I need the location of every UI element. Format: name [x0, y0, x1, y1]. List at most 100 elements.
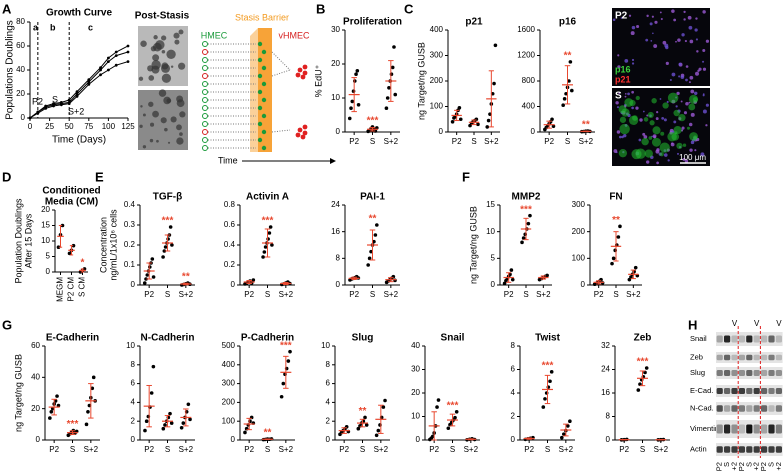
nucleus [700, 152, 705, 157]
vhmec-cell [300, 74, 306, 80]
nucleus [655, 117, 659, 121]
y-tick-label: 6 [326, 379, 331, 388]
data-point [436, 398, 441, 402]
blot-column-label: S [722, 462, 731, 467]
nucleus [662, 40, 667, 45]
data-point [374, 433, 379, 438]
post-stasis-title: Post-Stasis [135, 11, 190, 22]
data-point [168, 225, 173, 229]
data-point [502, 281, 507, 286]
y-tick-label: 20 [331, 59, 340, 68]
escape [271, 69, 291, 77]
cell [202, 145, 208, 151]
y-tick-label: 6 [131, 379, 136, 388]
data-point [560, 435, 564, 440]
band [753, 405, 760, 412]
nucleus [685, 101, 689, 106]
x-tick-label: S [165, 290, 170, 299]
y-tick-label: 15 [486, 200, 495, 209]
cell-colony [152, 110, 159, 118]
band [775, 335, 782, 343]
error-bar [264, 228, 271, 258]
error-bar [351, 276, 357, 280]
band [746, 335, 753, 343]
y-tick-label: 2 [511, 412, 516, 421]
p16-signal [662, 102, 669, 109]
data-point [179, 425, 184, 430]
x-tick-label: S+2 [279, 445, 294, 454]
cell-colony [179, 132, 183, 136]
blot-row-label: Slug [690, 368, 705, 377]
cell-colony [151, 60, 161, 70]
error-bar [526, 437, 532, 440]
y-tick-label: 1600 [517, 25, 535, 34]
p16-signal [651, 137, 661, 147]
significance: *** [67, 419, 79, 430]
y-tick-label: 0 [36, 435, 41, 444]
chart-title: Media (CM) [45, 197, 98, 208]
y-tick-label: 0 [416, 435, 421, 444]
y-tick-label: 24 [601, 365, 610, 374]
nucleus [671, 142, 674, 145]
nucleus [684, 39, 687, 43]
vhmec-cell [302, 64, 308, 70]
cell-colony [163, 96, 171, 105]
data-point [356, 426, 361, 431]
y-tick-label: 0.1 [124, 260, 136, 269]
nucleus [613, 149, 618, 153]
nucleus [688, 81, 691, 84]
data-point [71, 243, 76, 248]
arrested-cell [261, 145, 267, 151]
nucleus [665, 61, 669, 66]
nucleus [631, 25, 636, 30]
nucleus [702, 67, 707, 71]
significance: ** [369, 214, 377, 225]
arrested-cell [257, 73, 263, 79]
data-point [492, 81, 496, 86]
vhmec-cell [302, 124, 308, 130]
blot-column-label: +2 [774, 462, 783, 471]
data-point [60, 223, 65, 228]
nucleus [677, 38, 681, 42]
annotation: b [50, 22, 56, 32]
band [753, 446, 760, 453]
y-tick-label: 40 [31, 372, 40, 381]
data-point [383, 398, 387, 403]
nucleus [702, 60, 705, 63]
blot-row-label: E-Cad. [690, 386, 713, 395]
data-point [67, 251, 72, 256]
cell-colony [164, 127, 168, 132]
data-point [375, 223, 379, 227]
error-bar [488, 70, 494, 128]
y-axis-label: ng Target/ng GUSB [416, 42, 426, 120]
band [746, 370, 753, 376]
point [67, 98, 71, 102]
y-tick-label: 8 [511, 341, 516, 350]
point [126, 60, 130, 63]
error-bar [596, 280, 602, 285]
y-tick-label: 0 [231, 435, 236, 444]
x-tick-label: P2 [452, 137, 462, 146]
nucleus [680, 100, 683, 103]
barrier-label: Stasis Barrier [235, 12, 289, 22]
growth-line [29, 61, 129, 119]
band [738, 370, 745, 376]
data-point [55, 394, 59, 398]
data-point [354, 72, 358, 76]
p16-signal [624, 98, 634, 107]
nucleus [636, 24, 640, 29]
arrested-cell [257, 105, 263, 111]
data-point [369, 249, 373, 254]
data-point [616, 235, 621, 239]
blot-marker: V [776, 319, 782, 328]
point [44, 107, 48, 110]
p16-signal [686, 126, 690, 130]
p16-signal [647, 111, 654, 118]
nucleus [631, 62, 635, 65]
data-point [381, 405, 386, 409]
error-bar [630, 269, 636, 280]
chart-title: FN [609, 192, 622, 203]
p16-signal [628, 115, 639, 125]
y-tick-label: 0 [439, 127, 444, 136]
blot-column-label: S [766, 462, 775, 467]
